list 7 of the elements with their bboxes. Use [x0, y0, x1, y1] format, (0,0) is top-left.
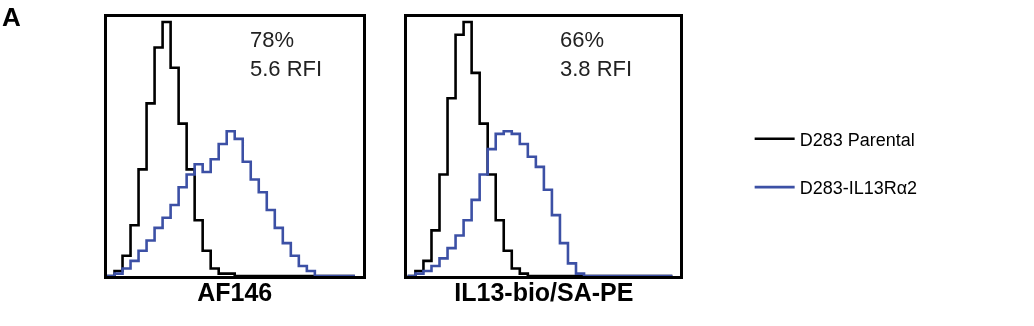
legend-label: D283 Parental [799, 129, 915, 150]
x-axis-title: AF146 [197, 278, 273, 307]
annotation: 78% 5.6 RFI [250, 27, 323, 81]
chart-title: A [2, 2, 21, 32]
annotation: 66% 3.8 RFI [560, 27, 633, 81]
x-axis-title: IL13-bio/SA-PE [454, 278, 634, 307]
legend-label: D283-IL13Rα2 [799, 178, 918, 199]
